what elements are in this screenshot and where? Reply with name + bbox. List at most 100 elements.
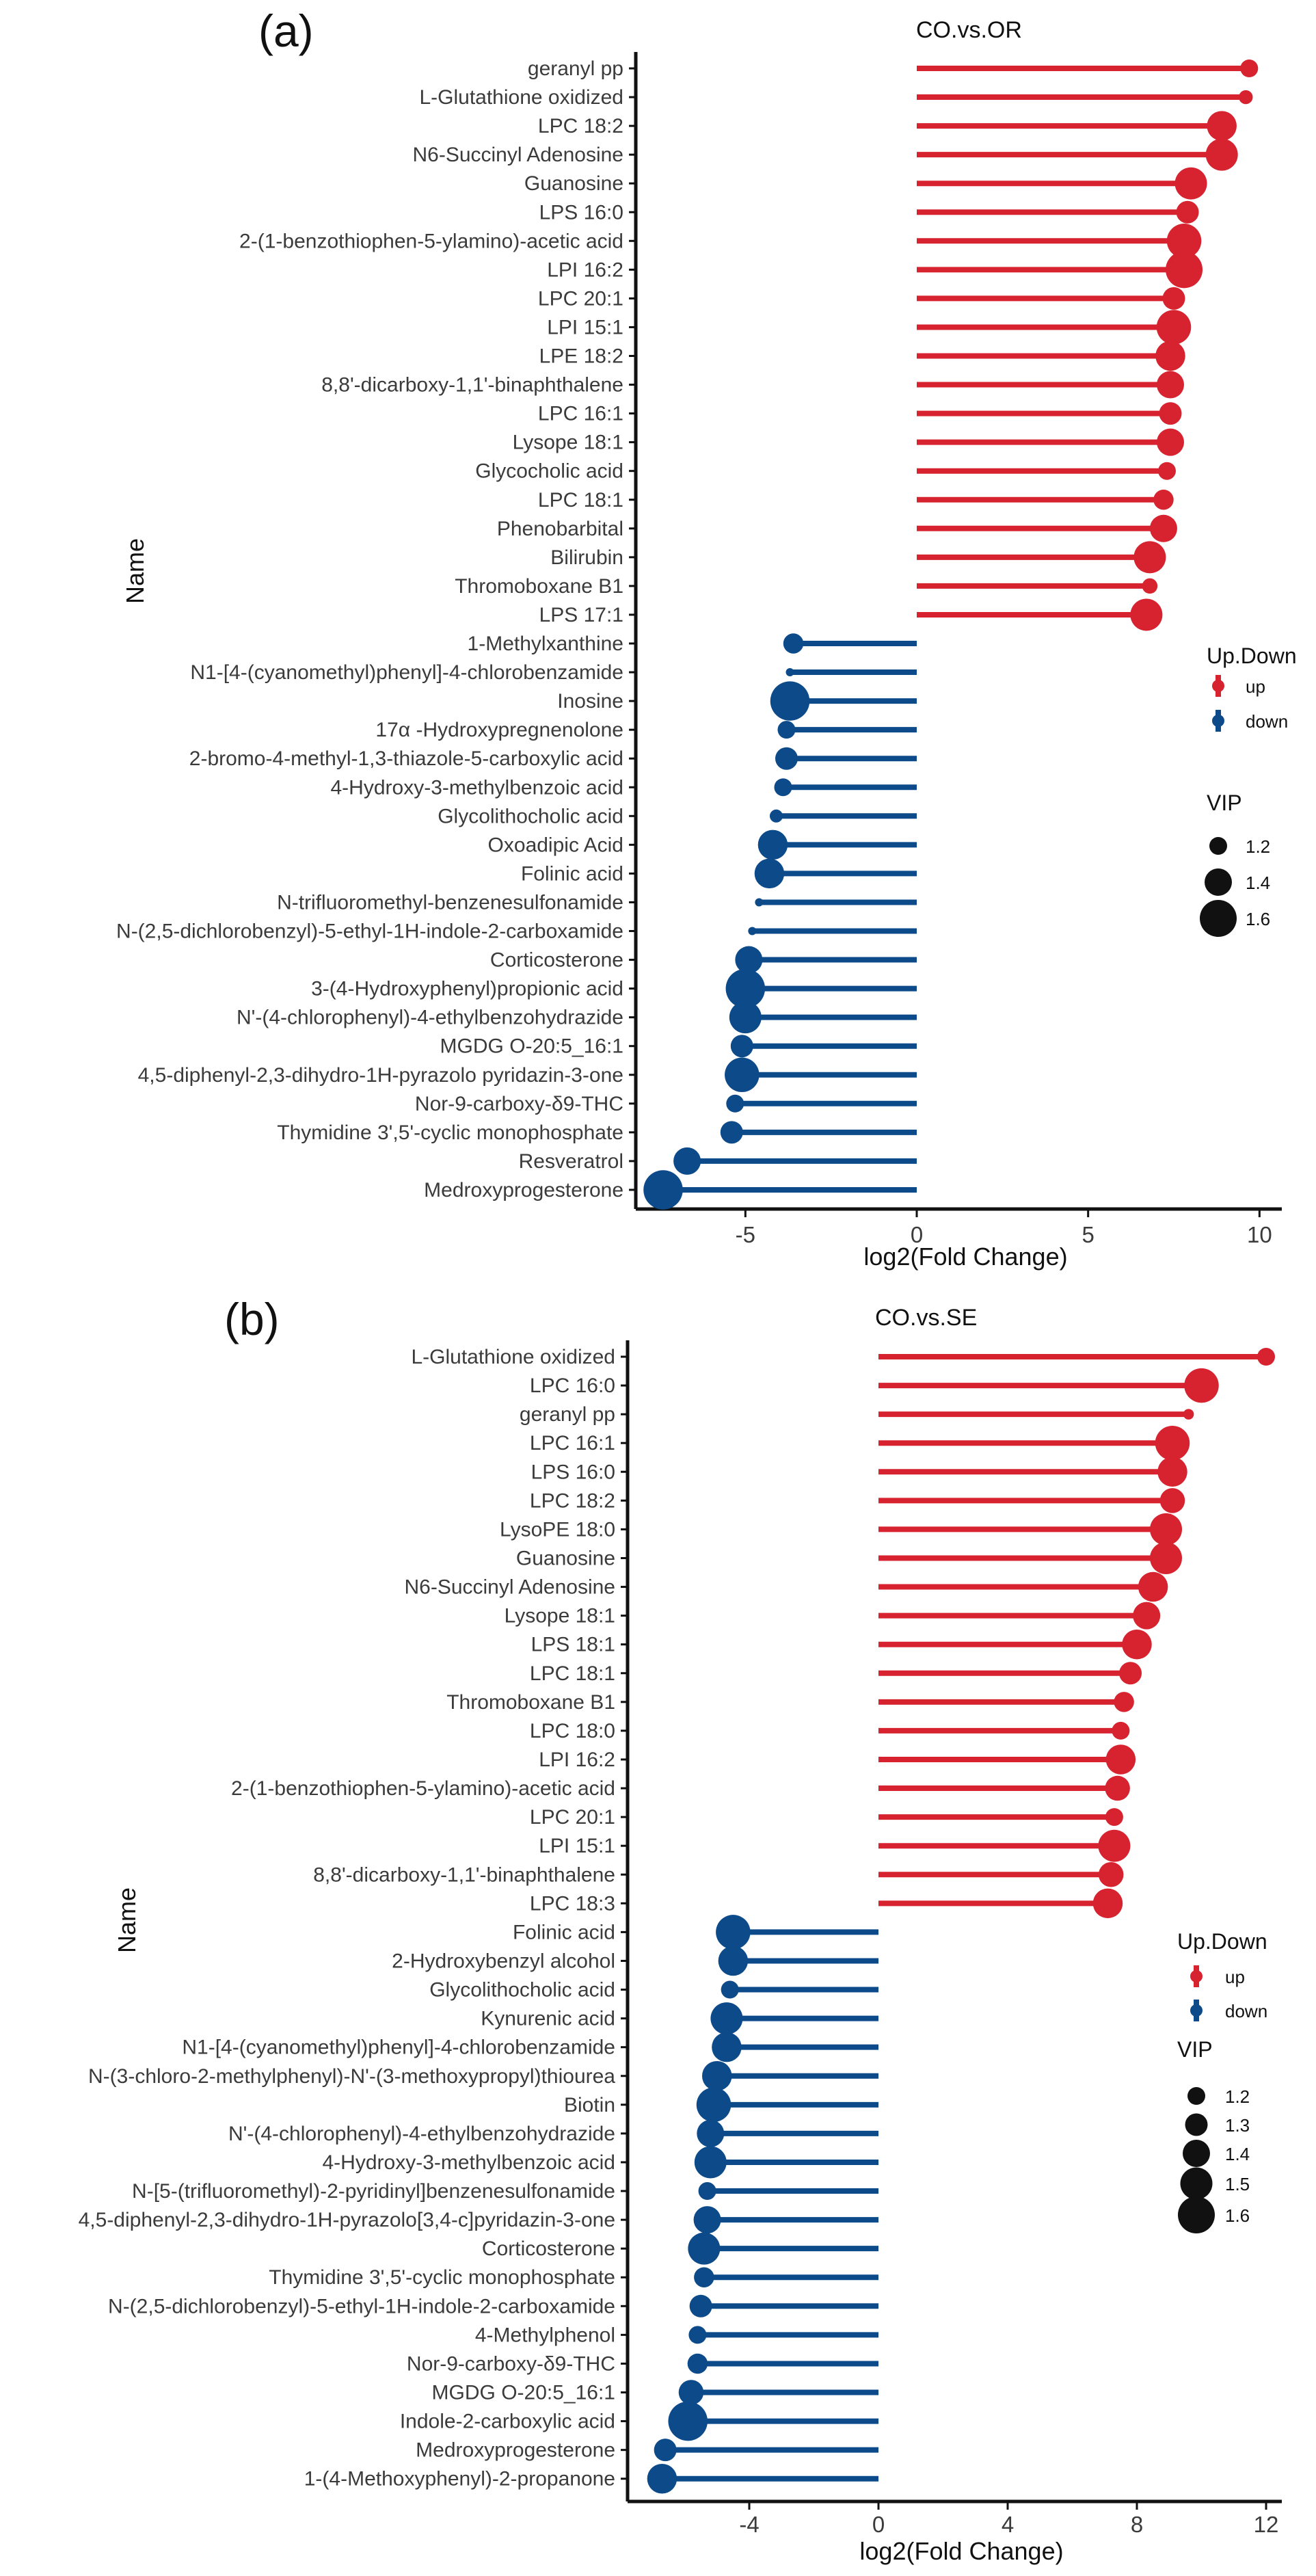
x-tick-label: -5 [736,1222,755,1247]
lollipop-dot-down [720,1121,743,1144]
lollipop-dot-up [1133,1602,1161,1630]
y-tick-label: Guanosine [524,172,623,195]
lollipop-dot-down [754,858,785,889]
lollipop-dot-up [1119,1662,1142,1685]
y-tick-label: Bilirubin [550,546,623,569]
y-tick-label: Medroxyprogesterone [424,1179,623,1201]
lollipop-dot-up [1092,1888,1123,1919]
lollipop-dot-up [1098,1829,1131,1862]
y-tick-label: L-Glutathione oxidized [419,86,623,109]
y-tick-label: Thymidine 3',5'-cyclic monophosphate [277,1121,623,1144]
y-tick-label: 1-(4-Methoxyphenyl)-2-propanone [304,2468,615,2491]
lollipop-dot-up [1162,287,1185,310]
lollipop-dot-down [689,2294,712,2318]
lollipop-dot-down [774,778,792,797]
y-tick-label: Kynurenic acid [481,2008,615,2030]
y-tick-label: Nor-9-carboxy-δ9-THC [407,2352,615,2375]
lollipop-dot-down [783,633,804,654]
y-tick-label: Corticosterone [482,2238,615,2260]
y-tick-label: 17α -Hydroxypregnenolone [375,719,623,741]
lollipop-dot-up [1150,1513,1183,1545]
y-tick-label: N'-(4-chlorophenyl)-4-ethylbenzohydrazid… [237,1007,623,1029]
lollipop-dot-up [1257,1348,1275,1366]
y-tick-label: N1-[4-(cyanomethyl)phenyl]-4-chlorobenza… [182,2036,615,2059]
y-tick-label: 4-Methylphenol [475,2324,615,2346]
y-tick-label: N-(2,5-dichlorobenzyl)-5-ethyl-1H-indole… [116,920,623,943]
y-tick-label: 3-(4-Hydroxyphenyl)propionic acid [311,978,623,1000]
lollipop-dot-down [697,2119,725,2147]
lollipop-dot-down [696,2087,731,2123]
y-tick-label: LPI 15:1 [547,316,623,338]
y-tick-label: LPC 18:0 [530,1720,615,1742]
chart-a-svg: (a) CO.vs.OR geranyl pp L-Glutathione oxidi… [116,5,1297,1271]
y-tick-label: N6-Succinyl Adenosine [412,144,623,166]
lollipop-dot-down [643,1170,683,1210]
y-tick-label: Inosine [557,690,623,713]
y-tick-label: LPE 18:2 [539,345,623,368]
vip-size-dot [1187,2087,1205,2105]
y-tick-label: LPC 18:1 [530,1662,615,1685]
y-axis-label-a: Name [121,538,149,604]
y-tick-label: LPC 16:1 [530,1432,615,1455]
legend-swatch-dot-up [1190,1970,1203,1982]
lollipop-dot-up [1174,167,1207,200]
lollipop-dot-down [698,2182,716,2201]
y-tick-label: Folinic acid [513,1921,615,1943]
lollipop-dot-up [1155,341,1185,371]
lollipop-dot-up [1133,541,1166,574]
vip-size-label: 1.5 [1225,2174,1250,2194]
lollipop-dot-up [1153,490,1174,510]
y-tick-label: Indole-2-carboxylic acid [400,2411,615,2433]
legend-label-down: down [1225,2001,1267,2021]
lollipop-dot-down [687,2353,708,2374]
chart-title-b: CO.vs.SE [875,1305,977,1331]
y-tick-label: LPS 18:1 [531,1634,615,1656]
lollipop-dot-down [777,721,796,739]
vip-size-label: 1.4 [1225,2144,1250,2164]
y-tick-label: Biotin [564,2094,615,2116]
y-tick-label: Phenobarbital [497,518,623,540]
y-tick-label: N-trifluoromethyl-benzenesulfonamide [277,891,623,914]
lollipop-dot-down [673,1147,701,1175]
lollipop-dot-down [726,1094,744,1113]
y-tick-label: 2-(1-benzothiophen-5-ylamino)-acetic aci… [231,1777,615,1800]
lollipop-dot-up [1159,402,1182,425]
y-tick-label: 2-bromo-4-methyl-1,3-thiazole-5-carboxyl… [189,747,623,770]
y-tick-label: geranyl pp [528,57,623,80]
y-tick-label: LPI 16:2 [539,1749,615,1771]
y-tick-label: 2-Hydroxybenzyl alcohol [392,1950,615,1972]
y-tick-label: Lysope 18:1 [513,431,623,454]
y-tick-label: 8,8'-dicarboxy-1,1'-binaphthalene [313,1863,615,1886]
vip-size-dot [1178,2196,1215,2233]
lollipop-dot-down [668,2401,708,2441]
y-tick-label: geranyl pp [520,1403,615,1426]
y-tick-label: Guanosine [516,1547,615,1569]
lollipop-dot-down [693,2206,721,2234]
lollipop-dot-down [748,927,757,935]
x-tick-label: 8 [1131,2512,1143,2537]
vip-size-dot [1180,2167,1213,2200]
y-tick-label: 8,8'-dicarboxy-1,1'-binaphthalene [321,374,623,397]
lollipop-dot-down [725,968,766,1009]
lollipop-dot-down [654,2439,677,2462]
lollipop-dot-down [735,946,763,974]
lollipop-dot-down [729,1001,762,1034]
y-tick-label: MGDG O-20:5_16:1 [440,1035,623,1058]
lollipop-dot-down [694,2267,714,2287]
y-tick-label: Nor-9-carboxy-δ9-THC [415,1093,623,1115]
lollipop-dot-up [1205,138,1238,171]
legend-swatch-dot-down [1212,715,1224,727]
legend-title: Up.Down [1177,1929,1267,1954]
lollipop-dot-down [688,2326,707,2344]
legend-vip-title: VIP [1207,791,1242,815]
chart-panel-b: (b) CO.vs.SE L-Glutathione oxidized LPC 16:… [0,1286,1316,2573]
lollipop-dot-up [1239,90,1253,105]
lollipop-dot-down [785,668,794,677]
y-axis-label-b: Name [113,1887,141,1953]
vip-size-label: 1.6 [1225,2205,1250,2226]
lollipop-dot-up [1114,1692,1134,1712]
chart-title-a: CO.vs.OR [916,17,1022,43]
lollipop-dot-down [755,898,764,907]
lollipop-dot-down [775,747,798,770]
y-tick-label: 4-Hydroxy-3-methylbenzoic acid [323,2151,616,2174]
